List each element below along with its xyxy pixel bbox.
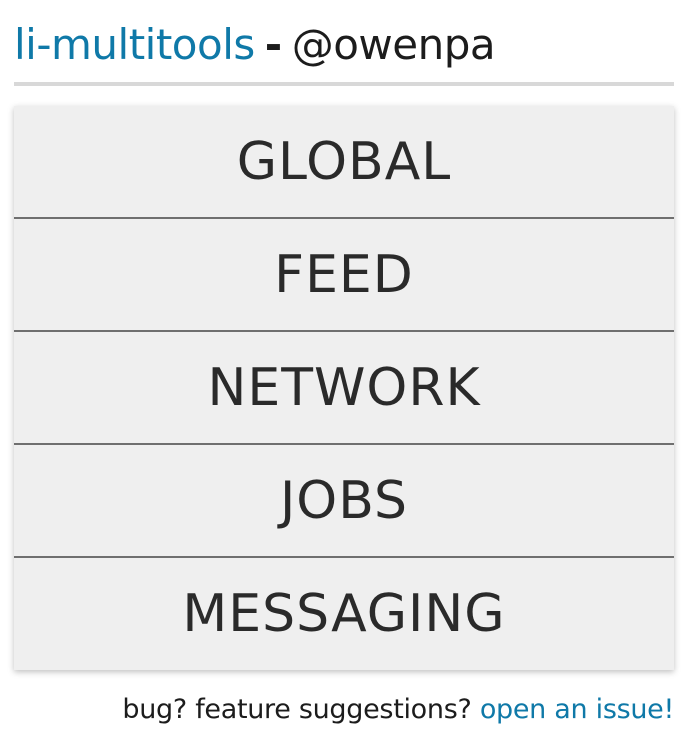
app-name-link[interactable]: li-multitools xyxy=(14,20,255,69)
menu-item-global[interactable]: GLOBAL xyxy=(14,106,674,219)
footer-prompt: bug? feature suggestions? xyxy=(122,694,472,725)
header-divider xyxy=(14,82,674,86)
header-separator: - xyxy=(264,20,282,69)
footer: bug? feature suggestions? open an issue! xyxy=(122,690,674,730)
menu-item-network[interactable]: NETWORK xyxy=(14,332,674,445)
menu-item-jobs[interactable]: JOBS xyxy=(14,445,674,558)
menu-item-messaging[interactable]: MESSAGING xyxy=(182,584,506,644)
open-issue-link[interactable]: open an issue! xyxy=(479,694,674,725)
menu-item-feed[interactable]: FEED xyxy=(14,219,674,332)
main-menu: GLOBAL FEED NETWORK JOBS MESSAGING xyxy=(14,106,674,670)
user-handle: @owenpa xyxy=(291,20,496,69)
page-header: li-multitools - @owenpa xyxy=(14,14,496,76)
